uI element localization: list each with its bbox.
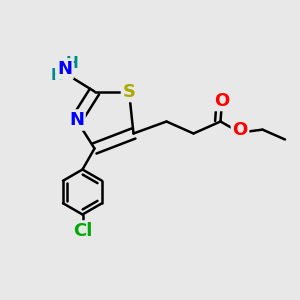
Text: N: N [57, 60, 72, 78]
Text: H: H [66, 56, 78, 70]
Text: H: H [51, 68, 63, 82]
Text: Cl: Cl [73, 222, 92, 240]
Text: S: S [122, 82, 136, 100]
Text: O: O [214, 92, 230, 110]
Text: N: N [69, 111, 84, 129]
Text: O: O [232, 121, 247, 139]
